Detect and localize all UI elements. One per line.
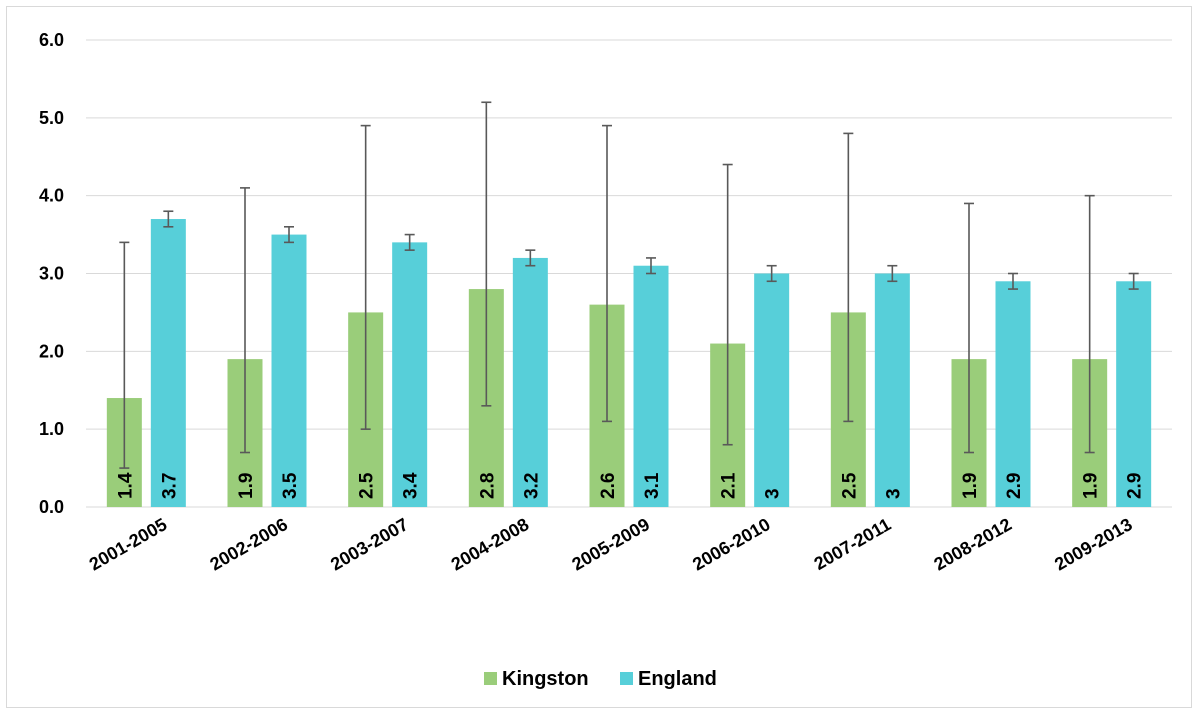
error-bar-kingston — [843, 132, 854, 423]
bar-england — [754, 273, 790, 507]
error-bar-kingston — [119, 241, 130, 469]
x-tick-label: 2001-2005 — [86, 514, 171, 574]
bar-england — [995, 281, 1031, 507]
data-label-england: 3 — [883, 488, 904, 499]
x-tick-label: 2008-2012 — [930, 514, 1015, 574]
error-bar-england — [646, 257, 656, 275]
y-tick-label: 5.0 — [39, 108, 64, 128]
x-tick-label: 2005-2009 — [568, 514, 653, 574]
data-label-kingston: 1.9 — [960, 473, 981, 499]
bar-england — [392, 242, 428, 507]
error-bar-kingston — [360, 124, 371, 430]
x-axis-ticks: 2001-2005 2002-2006 2003-2007 2004-2008 2005… — [86, 514, 1136, 574]
x-tick-label: 2003-2007 — [327, 514, 412, 574]
legend-swatch — [620, 672, 633, 685]
error-bar-england — [284, 226, 294, 244]
error-bar-england — [404, 233, 415, 251]
x-tick-label: 2006-2010 — [689, 514, 774, 574]
error-bar-kingston — [240, 187, 250, 454]
bar-england — [512, 257, 548, 507]
y-tick-label: 1.0 — [39, 419, 64, 439]
data-label-england: 3.2 — [521, 473, 542, 499]
data-label-kingston: 2.8 — [477, 473, 498, 499]
error-bar-england — [1008, 272, 1018, 290]
error-bar-kingston — [964, 202, 974, 454]
error-bar-england — [766, 264, 777, 283]
bar-england — [150, 219, 186, 507]
data-label-england: 3.5 — [280, 472, 301, 499]
error-bar-england — [525, 249, 536, 267]
bar-england — [633, 265, 669, 507]
x-tick-label: 2007-2011 — [811, 514, 895, 574]
bar-england — [874, 273, 910, 507]
gridlines — [86, 39, 1172, 508]
data-label-kingston: 2.6 — [598, 473, 619, 499]
error-bar-england — [887, 264, 898, 283]
bar-england — [1116, 281, 1152, 507]
x-tick-label: 2002-2006 — [206, 514, 291, 574]
error-bars — [119, 101, 1139, 469]
y-axis-ticks: 0.0 1.0 2.0 3.0 4.0 5.0 6.0 — [39, 30, 64, 517]
error-bar-england — [1128, 272, 1139, 290]
legend-label: Kingston — [502, 668, 589, 690]
x-tick-label: 2004-2008 — [448, 514, 533, 574]
data-label-kingston: 2.5 — [839, 472, 860, 499]
bar-england — [271, 234, 307, 508]
legend: Kingston England — [484, 668, 717, 690]
legend-item-england: England — [620, 668, 717, 690]
y-tick-label: 0.0 — [39, 497, 64, 517]
data-label-england: 2.9 — [1004, 473, 1025, 499]
data-label-england: 2.9 — [1125, 473, 1146, 499]
y-tick-label: 2.0 — [39, 341, 64, 361]
data-label-kingston: 1.9 — [1081, 473, 1102, 499]
legend-swatch — [484, 672, 497, 685]
legend-label: England — [638, 668, 717, 690]
legend-item-kingston: Kingston — [484, 668, 589, 690]
error-bar-england — [163, 210, 174, 228]
error-bar-kingston — [602, 124, 612, 423]
data-label-england: 3 — [763, 488, 784, 499]
data-label-kingston: 2.1 — [719, 472, 740, 499]
y-tick-label: 6.0 — [39, 30, 64, 50]
data-label-england: 3.4 — [401, 472, 422, 499]
data-labels: 1.4 3.7 1.9 3.5 2.5 3.4 2.8 3.2 2.6 3.1 2.1 3 2.5 3 1.… — [115, 472, 1145, 499]
bars — [106, 219, 1152, 508]
data-label-kingston: 1.9 — [236, 473, 257, 499]
y-tick-label: 4.0 — [39, 186, 64, 206]
data-label-kingston: 2.5 — [357, 472, 378, 499]
x-tick-label: 2009-2013 — [1051, 514, 1136, 574]
data-label-england: 3.7 — [159, 473, 180, 499]
data-label-kingston: 1.4 — [115, 472, 136, 499]
data-label-england: 3.1 — [642, 472, 663, 499]
error-bar-kingston — [1084, 194, 1095, 454]
error-bar-kingston — [722, 163, 733, 446]
y-tick-label: 3.0 — [39, 264, 64, 284]
error-bar-kingston — [481, 101, 492, 407]
